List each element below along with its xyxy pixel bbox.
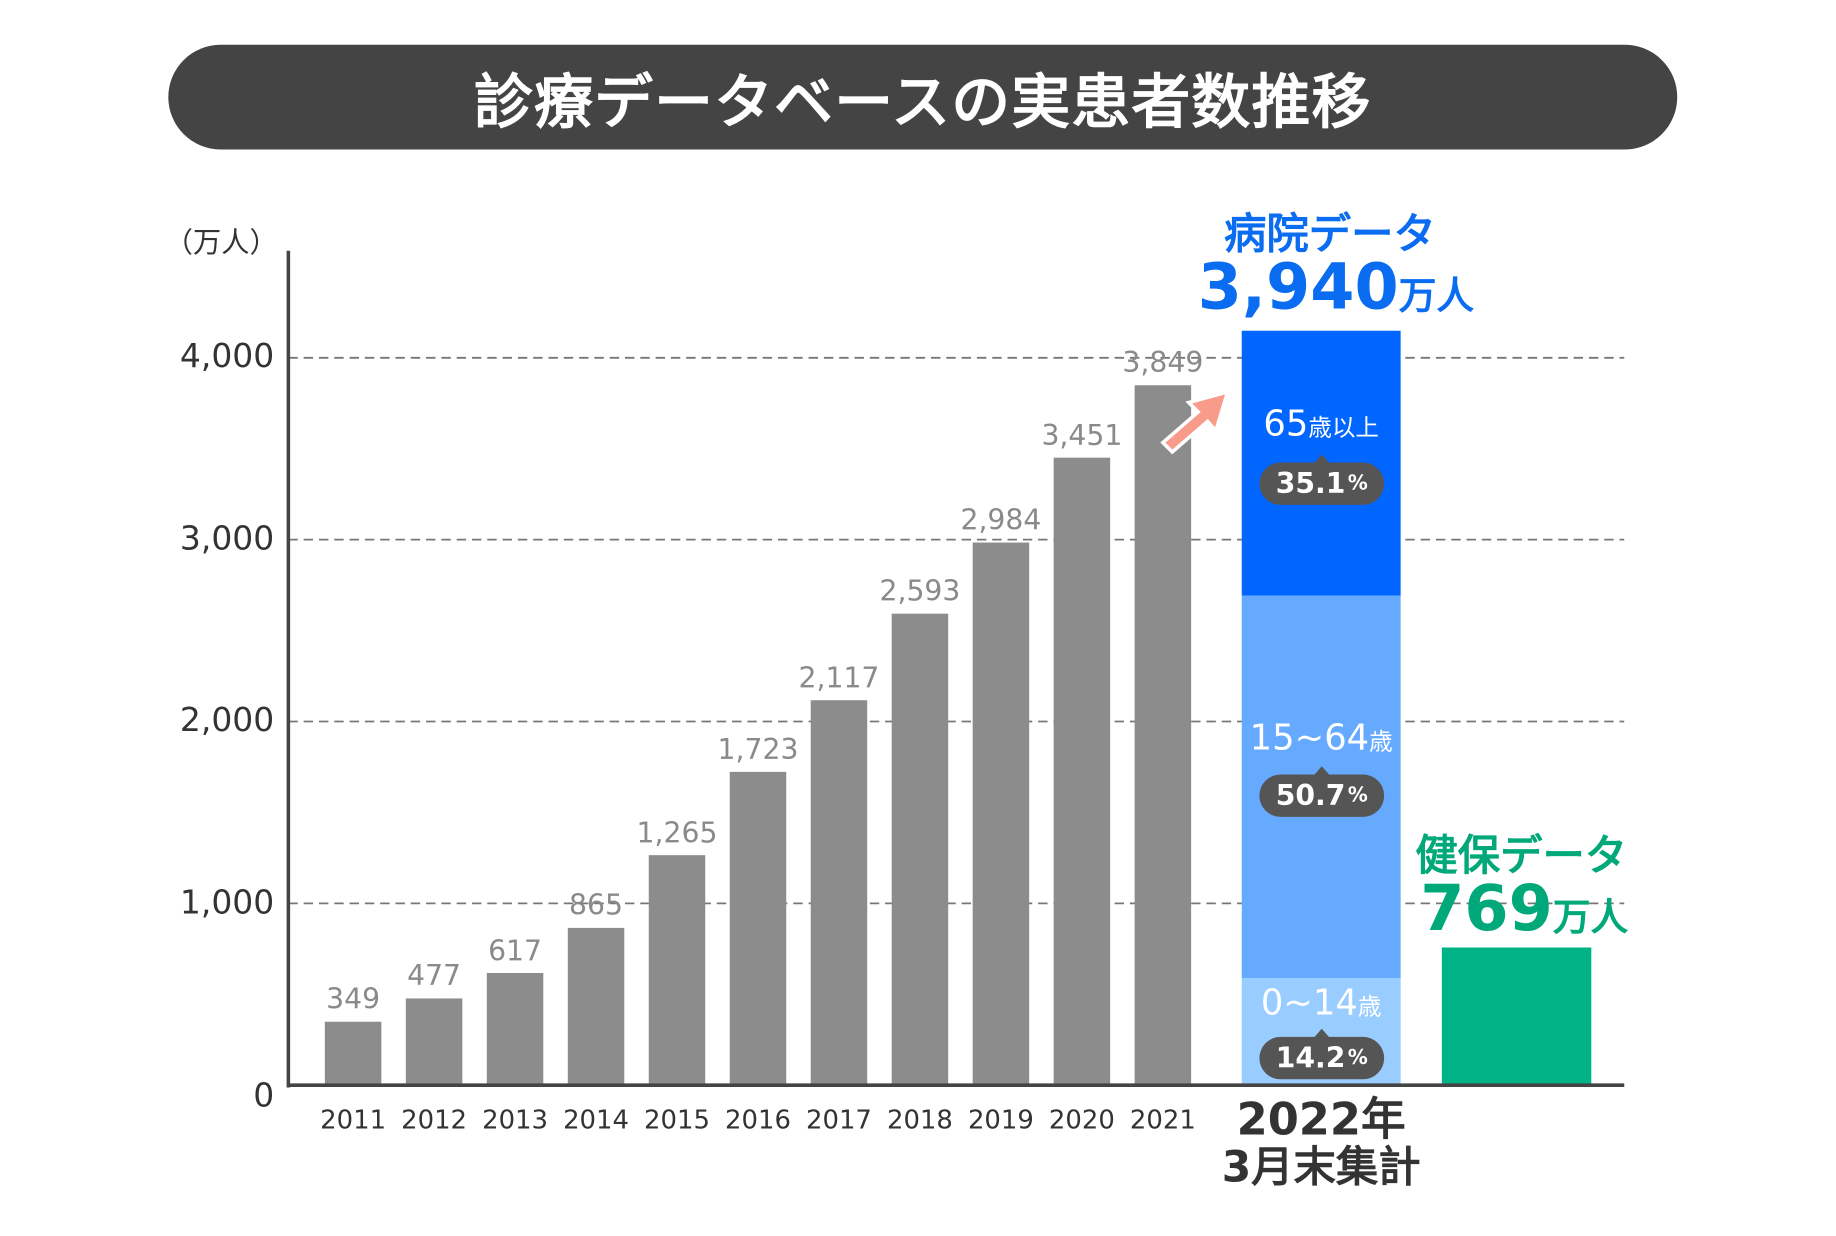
- value-label: 349: [326, 982, 381, 1016]
- y-tick-label: 3,000: [179, 518, 275, 558]
- y-axis-unit: （万人）: [164, 225, 278, 259]
- value-label: 617: [488, 934, 543, 968]
- insurance-bar: [1441, 947, 1592, 1086]
- chart-title: 診療データベースの実患者数推移: [168, 44, 1678, 150]
- bar-2017: [810, 700, 868, 1086]
- insurance-total: 769万人: [1407, 871, 1642, 945]
- value-label: 865: [569, 889, 623, 922]
- x-tick-label: 2015: [644, 1106, 710, 1136]
- bar-2021: [1134, 385, 1192, 1086]
- hospital-total-unit: 万人: [1398, 273, 1475, 318]
- bar-2015: [648, 855, 706, 1086]
- x-tick-label: 2017: [806, 1106, 872, 1136]
- bar-2013: [486, 972, 544, 1086]
- summary-category-label: 2022年 3月末集計: [1221, 1093, 1421, 1193]
- bar-2012: [405, 998, 463, 1086]
- y-tick-label: 1,000: [179, 882, 275, 922]
- insurance-title: 健保データ: [1415, 832, 1628, 881]
- x-tick-label: 2021: [1129, 1106, 1196, 1136]
- x-tick-label: 2016: [725, 1106, 791, 1136]
- y-tick-label: 0: [253, 1075, 275, 1115]
- value-label: 3,451: [1041, 418, 1123, 452]
- x-tick-label: 2011: [320, 1106, 387, 1136]
- value-label: 1,265: [636, 816, 718, 850]
- bar-2014: [567, 927, 625, 1086]
- segment-pct-65plus: 35.1%: [1259, 454, 1385, 505]
- value-label: 1,723: [717, 733, 799, 766]
- value-label: 3,849: [1122, 346, 1204, 380]
- bar-2020: [1053, 457, 1111, 1086]
- growth-arrow-icon: [1160, 389, 1231, 455]
- insurance-total-unit: 万人: [1552, 894, 1629, 940]
- bar-2016: [729, 771, 787, 1086]
- segment-pct-0-14: 14.2%: [1259, 1028, 1385, 1080]
- insurance-total-value: 769: [1420, 870, 1553, 946]
- segment-label-0-14: 0~14歳: [1260, 982, 1382, 1024]
- value-label: 2,593: [879, 574, 961, 608]
- hospital-total: 3,940万人: [1171, 250, 1501, 324]
- segment-label-15-64: 15~64歳: [1249, 717, 1393, 760]
- value-label: 2,117: [798, 661, 880, 695]
- y-tick-label: 2,000: [179, 700, 275, 740]
- x-tick-label: 2020: [1048, 1106, 1115, 1136]
- x-tick-label: 2018: [886, 1106, 953, 1136]
- bar-2011: [324, 1021, 382, 1086]
- bar-2018: [891, 613, 949, 1086]
- x-tick-label: 2014: [563, 1106, 629, 1136]
- hospital-total-value: 3,940: [1197, 249, 1399, 324]
- hospital-title: 病院データ: [1224, 210, 1436, 259]
- x-tick-label: 2013: [482, 1106, 549, 1136]
- x-tick-label: 2019: [967, 1106, 1034, 1136]
- bar-2019: [972, 542, 1030, 1086]
- value-label: 477: [407, 959, 462, 993]
- value-label: 2,984: [960, 503, 1042, 537]
- y-tick-label: 4,000: [179, 336, 275, 376]
- segment-label-65plus: 65歳以上: [1263, 403, 1379, 445]
- segment-pct-15-64: 50.7%: [1259, 766, 1385, 817]
- x-tick-label: 2012: [401, 1106, 468, 1136]
